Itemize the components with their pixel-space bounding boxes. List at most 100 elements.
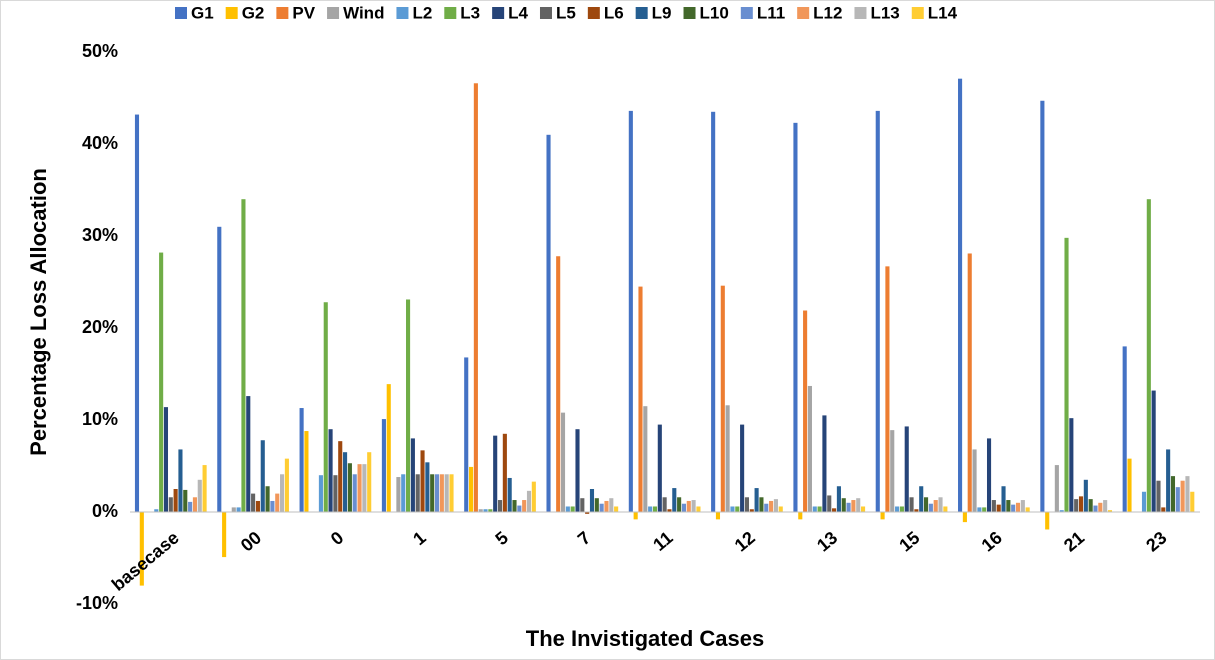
bar [681, 503, 687, 512]
bar [938, 497, 943, 512]
bar [754, 488, 759, 512]
bar [923, 497, 929, 512]
bar [580, 498, 585, 512]
bar [255, 500, 260, 512]
bar [236, 507, 241, 512]
bar [401, 474, 406, 512]
bar [241, 199, 246, 512]
bar [1127, 458, 1132, 512]
y-tick-label: 20% [82, 317, 118, 337]
bar [672, 488, 677, 512]
bar [444, 474, 449, 512]
bar [434, 474, 440, 512]
bar [464, 357, 469, 512]
bar [1151, 390, 1156, 512]
bar [367, 452, 372, 512]
bar [1040, 100, 1045, 512]
legend-label: L4 [508, 3, 528, 22]
bar [299, 408, 304, 512]
bar [338, 441, 343, 512]
bar [275, 493, 280, 512]
bar [328, 429, 333, 512]
bar [1006, 500, 1011, 512]
bar [570, 506, 575, 512]
bar [977, 507, 982, 512]
bar [885, 266, 890, 512]
bar [425, 462, 430, 512]
bar [1107, 510, 1113, 512]
bar [134, 114, 140, 512]
bar [318, 475, 323, 512]
legend-swatch [225, 7, 238, 19]
bar [343, 452, 348, 512]
bar [715, 512, 721, 520]
bar [1093, 505, 1098, 512]
bar [280, 474, 285, 512]
bar [793, 122, 798, 512]
bar [362, 464, 367, 512]
bar [1180, 480, 1185, 512]
bar [202, 465, 207, 512]
bar [439, 474, 444, 512]
bar [531, 481, 536, 512]
legend-label: L5 [556, 3, 576, 22]
legend-label: L3 [460, 3, 480, 22]
bar [1122, 346, 1127, 512]
bar [1078, 496, 1084, 512]
legend-label: PV [292, 3, 315, 22]
legend-label: L11 [757, 3, 785, 22]
bar [1166, 449, 1171, 512]
bar [769, 500, 774, 512]
bar [197, 479, 202, 512]
bar [246, 396, 251, 512]
bar [996, 504, 1001, 512]
bar [522, 500, 527, 512]
bar [468, 466, 474, 512]
legend-swatch [327, 7, 340, 19]
bar [188, 501, 193, 512]
bar [725, 405, 730, 512]
legend-swatch [911, 7, 924, 19]
bar [333, 475, 338, 512]
bar [173, 489, 178, 512]
bar [846, 502, 851, 512]
bar [1170, 476, 1176, 512]
bar [352, 474, 357, 512]
bar [517, 505, 522, 512]
bar [1011, 504, 1016, 512]
bar [1074, 499, 1079, 512]
bar [560, 412, 566, 512]
bar [740, 424, 745, 512]
bar [749, 509, 754, 512]
bar [967, 253, 972, 513]
bar [643, 406, 648, 512]
y-tick-label: 50% [82, 41, 118, 61]
bar [730, 506, 735, 512]
bar [1069, 418, 1074, 512]
bar [851, 500, 856, 512]
legend-label: L14 [928, 3, 958, 22]
bar [943, 506, 948, 512]
bar [735, 506, 740, 512]
bar [478, 509, 483, 512]
legend-label: L13 [870, 3, 899, 22]
bar [386, 384, 391, 512]
legend-swatch [635, 7, 648, 19]
bar [323, 302, 328, 512]
bar [928, 503, 933, 512]
bar [483, 509, 488, 512]
bar [1045, 512, 1050, 530]
bar [575, 429, 580, 512]
bar [652, 506, 658, 512]
legend-label: G1 [191, 3, 214, 22]
bar [430, 474, 435, 512]
legend-label: L6 [604, 3, 624, 22]
bar [502, 433, 507, 512]
bar [773, 499, 778, 512]
bar [1103, 500, 1108, 512]
bar [556, 256, 561, 512]
legend-swatch [683, 7, 696, 19]
bar [1185, 476, 1190, 512]
